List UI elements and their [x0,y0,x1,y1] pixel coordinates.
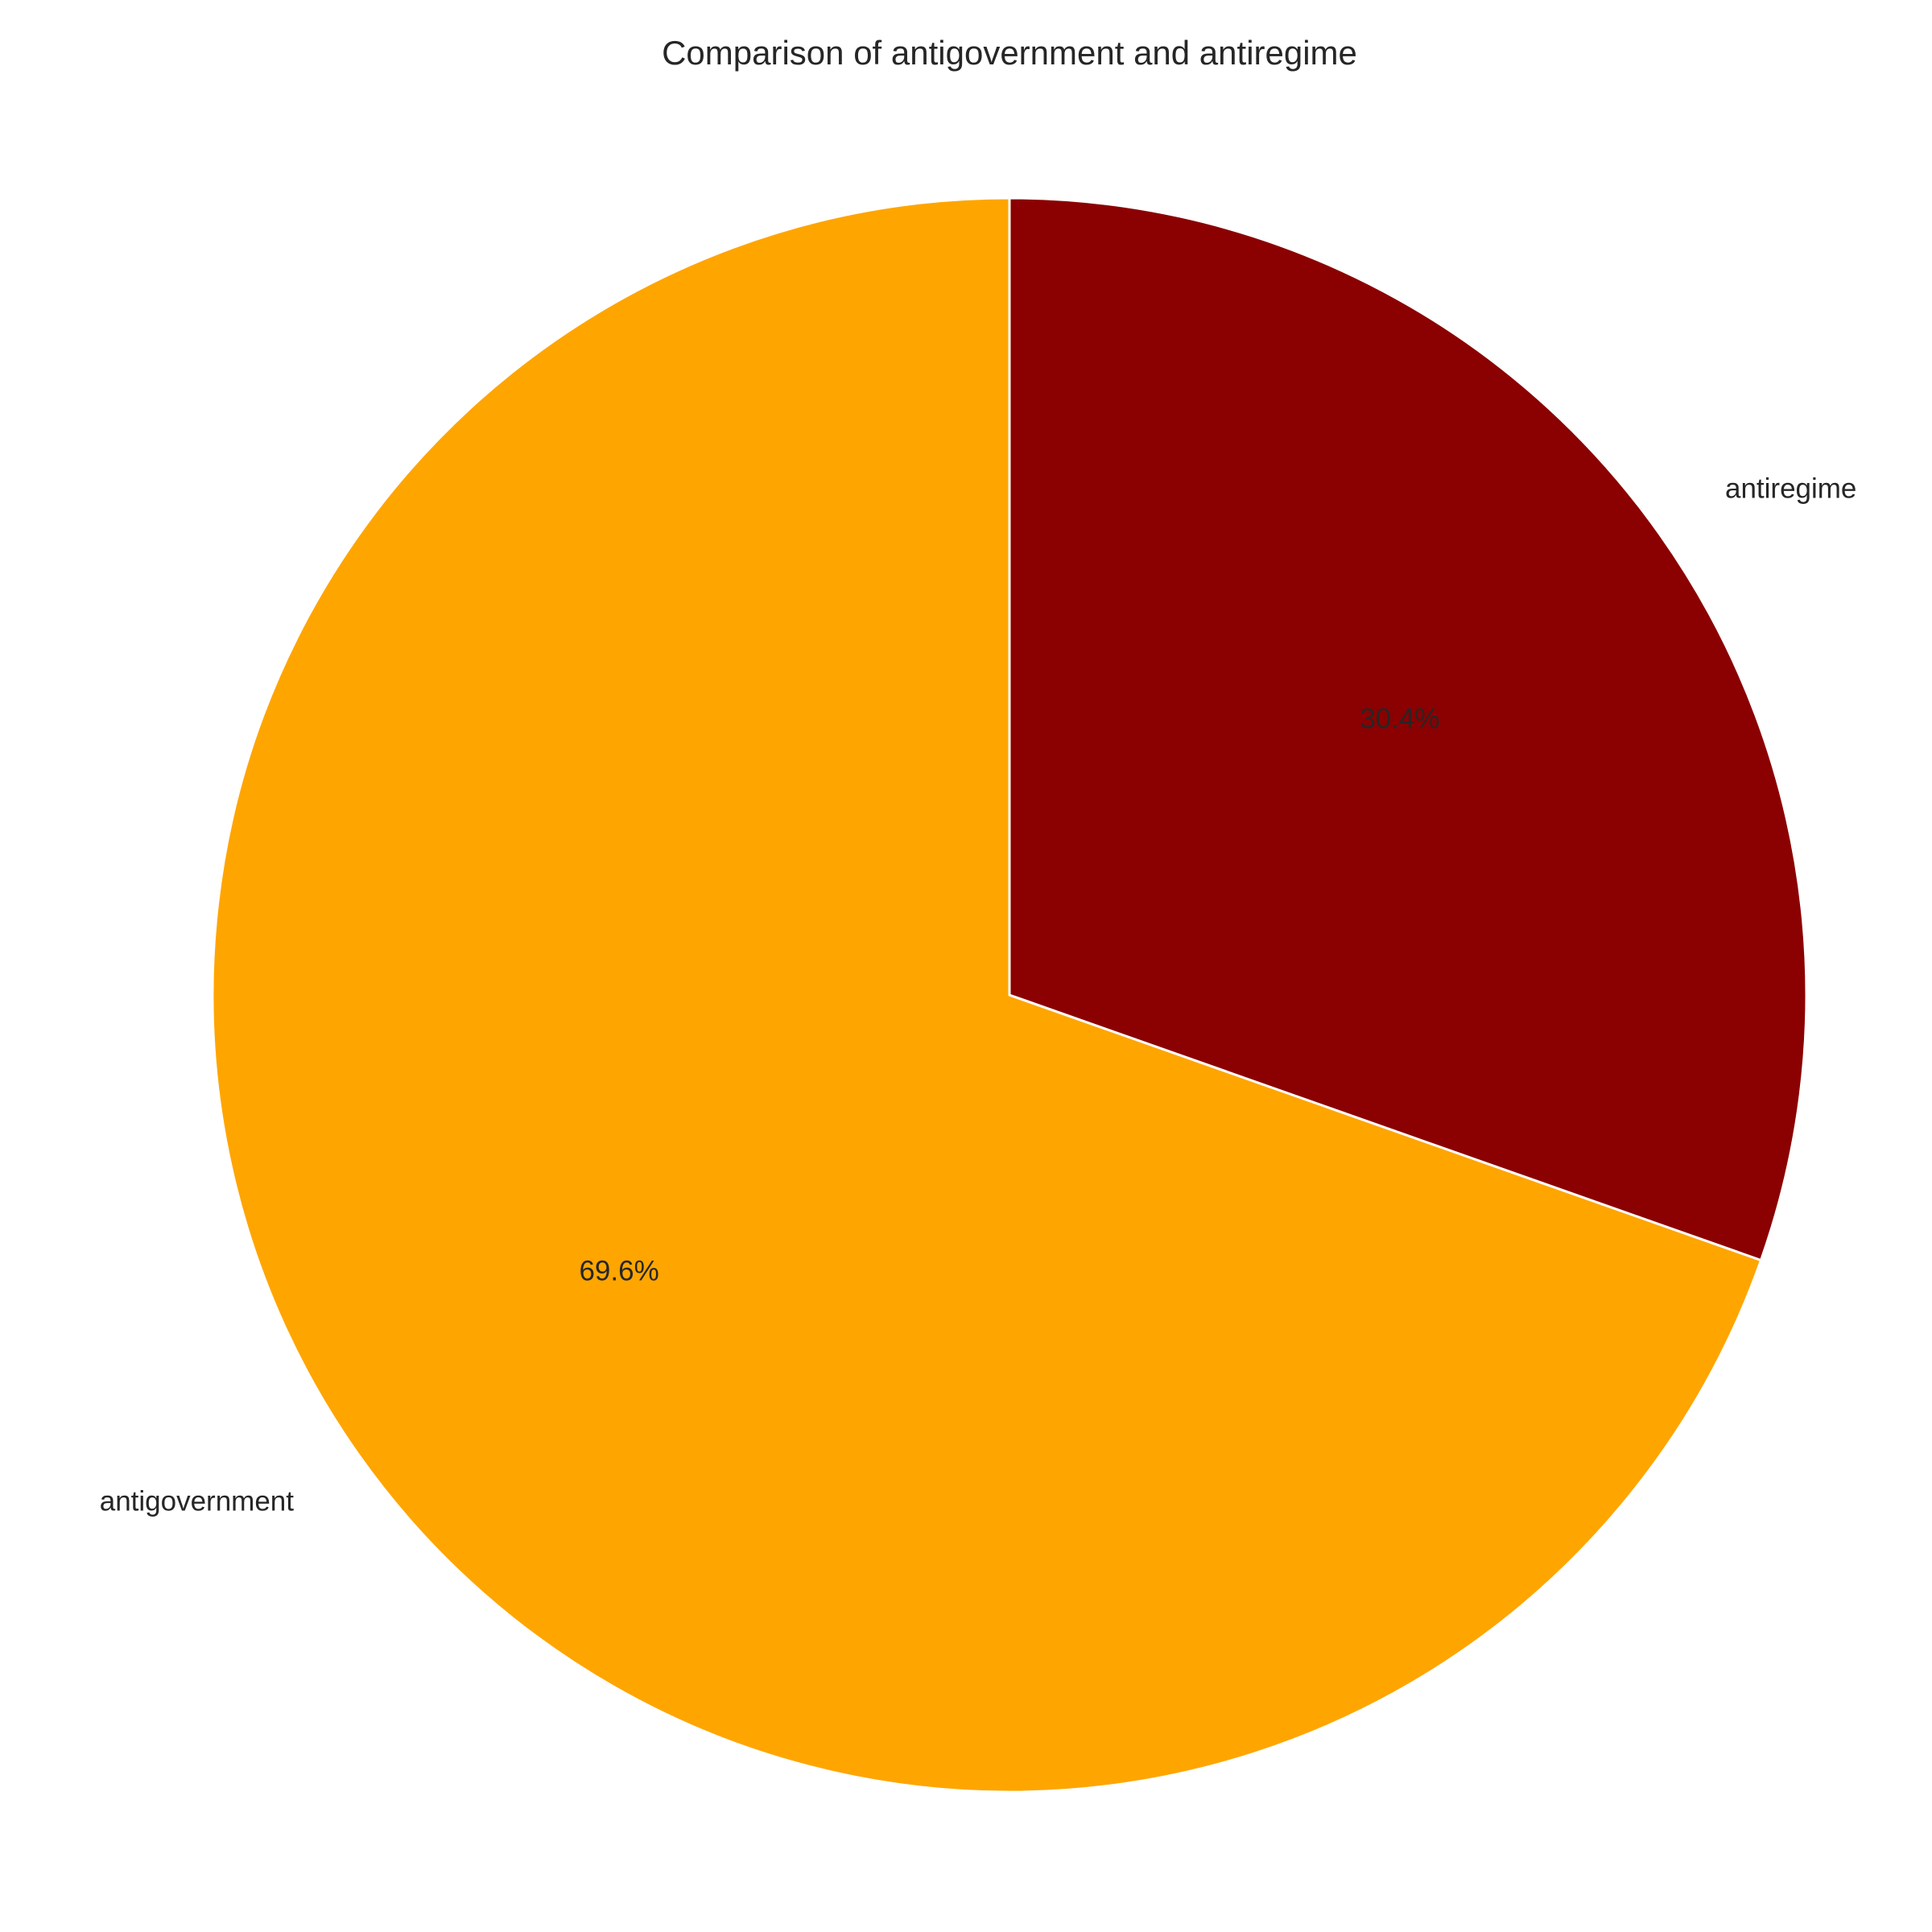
pct-label-antigovernment: 69.6% [579,1256,658,1287]
pie-slice-antiregime [1008,196,1808,1261]
pie-slices [211,196,1808,1794]
pie-slice-antigovernment [211,196,1763,1794]
pct-label-antiregime: 30.4% [1360,703,1439,734]
chart-title: Comparison of antigovernment and antireg… [662,34,1357,72]
pie-labels: 69.6% antigovernment 30.4% antiregime [100,473,1857,1517]
category-label-antigovernment: antigovernment [100,1485,295,1517]
category-label-antiregime: antiregime [1725,473,1856,505]
